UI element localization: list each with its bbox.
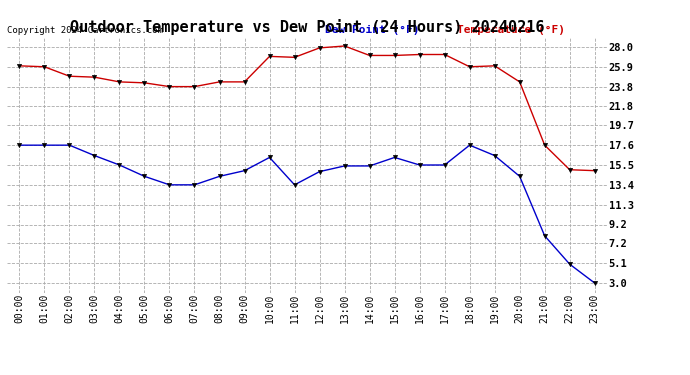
Text: Temperature (°F): Temperature (°F) (457, 25, 565, 35)
Title: Outdoor Temperature vs Dew Point (24 Hours) 20240216: Outdoor Temperature vs Dew Point (24 Hou… (70, 19, 544, 35)
Text: Dew Point (°F): Dew Point (°F) (325, 25, 420, 35)
Text: Copyright 2024 Cartronics.com: Copyright 2024 Cartronics.com (7, 26, 163, 35)
